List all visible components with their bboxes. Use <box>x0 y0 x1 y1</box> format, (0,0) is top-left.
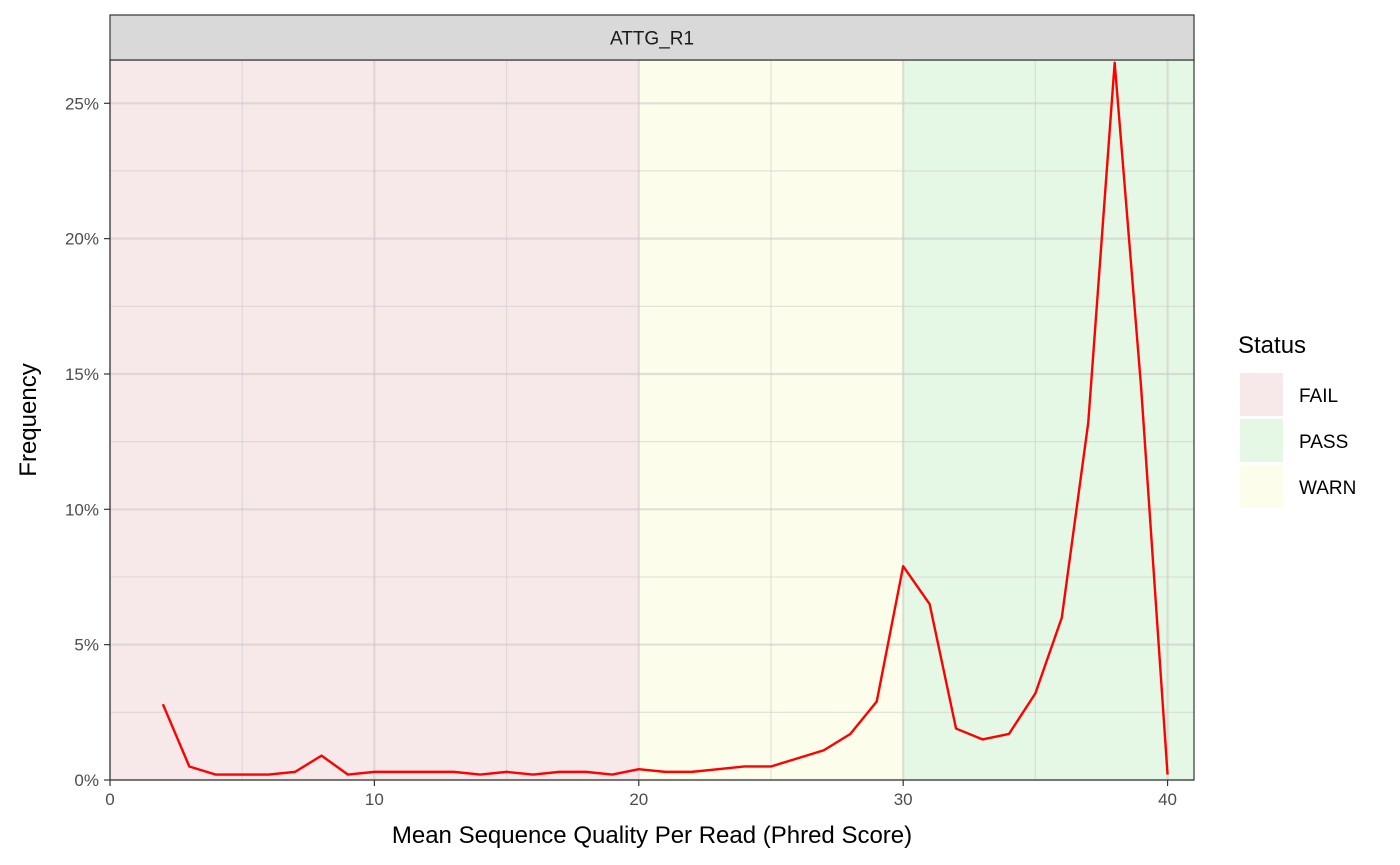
legend-key-warn <box>1240 465 1283 508</box>
x-tick-label: 30 <box>894 790 913 809</box>
legend-label-warn: WARN <box>1299 478 1356 499</box>
y-tick-label: 15% <box>65 365 99 384</box>
y-tick-label: 25% <box>65 94 99 113</box>
x-axis-title: Mean Sequence Quality Per Read (Phred Sc… <box>392 822 912 849</box>
y-tick-label: 20% <box>65 230 99 249</box>
grid-lines <box>108 60 1194 782</box>
y-axis-title: Frequency <box>15 363 42 476</box>
legend-key-pass <box>1240 419 1283 462</box>
y-tick-label: 10% <box>65 500 99 519</box>
band-pass <box>903 60 1194 780</box>
legend-label-fail: FAIL <box>1299 386 1338 407</box>
facet-strip <box>109 14 1195 61</box>
facet-strip-label: ATTG_R1 <box>610 29 694 50</box>
legend-title: Status <box>1238 332 1306 359</box>
legend-label-pass: PASS <box>1299 432 1348 453</box>
x-tick-label: 40 <box>1158 790 1177 809</box>
status-bands <box>110 60 1194 780</box>
series-line-0 <box>161 61 1169 776</box>
y-axis: 0% 5% 10% 15% 20% 25% <box>65 94 110 790</box>
x-tick-label: 20 <box>629 790 648 809</box>
x-tick-label: 10 <box>365 790 384 809</box>
y-tick-label: 5% <box>74 636 99 655</box>
series-lines <box>161 61 1169 776</box>
legend-key-fail <box>1240 373 1283 416</box>
legend: Status FAIL PASS WARN <box>1238 332 1356 508</box>
y-tick-label: 0% <box>74 771 99 790</box>
x-tick-label: 0 <box>105 790 114 809</box>
x-axis: 0 10 20 30 40 <box>105 780 1177 809</box>
